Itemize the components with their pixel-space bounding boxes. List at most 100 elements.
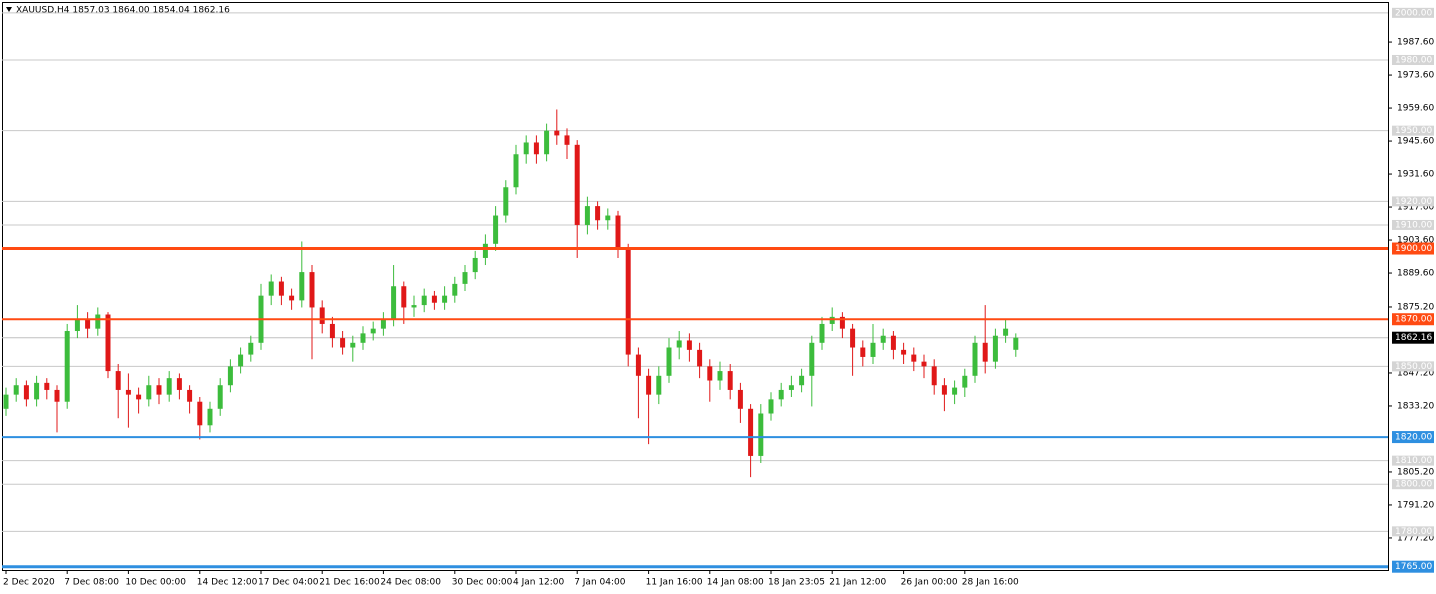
candle-body [197,401,203,426]
candle-body [156,385,162,395]
y-tick-label: 1903.60 [1397,236,1434,246]
level-label: 1950.00 [1395,126,1432,136]
candle-body [870,342,876,357]
x-tick-label: 24 Dec 08:00 [380,578,441,588]
level-label: 1820.00 [1395,433,1432,443]
candle-body [880,335,886,343]
y-tick-label: 1889.60 [1397,269,1434,279]
x-tick-label: 14 Jan 08:00 [707,578,764,588]
candle-body [533,142,539,155]
candle-body [513,154,519,188]
candle-body [187,389,193,402]
candle-body [340,338,346,348]
x-tick-label: 17 Dec 04:00 [258,578,319,588]
level-label: 1870.00 [1395,315,1432,325]
candle-body [319,307,325,324]
candle-body [829,316,835,324]
candle-body [380,319,386,329]
candle-body [136,394,142,400]
candle-body [952,387,958,395]
candle-body [44,382,50,390]
y-tick-label: 1833.20 [1397,401,1434,411]
candle-body [370,328,376,334]
candle-body [64,331,70,402]
candle-body [1013,337,1019,350]
y-tick-label: 1847.20 [1397,368,1434,378]
candle-body [768,399,774,414]
candle-body [646,375,652,395]
level-tag [1392,7,1434,18]
candle-body [778,389,784,400]
candle-body [982,342,988,362]
candle-body [421,295,427,306]
candle-body [819,323,825,343]
y-tick-label: 1805.20 [1397,467,1434,477]
y-tick-label: 1917.60 [1397,203,1434,213]
level-label: 1850.00 [1395,362,1432,372]
candle-body [3,394,9,409]
level-tag [1392,431,1434,444]
x-tick-label: 11 Jan 16:00 [646,578,703,588]
candle-body [472,257,478,273]
level-label: 1980.00 [1395,55,1432,65]
candle-body [941,385,947,395]
candle-body [788,385,794,390]
x-tick-label: 21 Jan 12:00 [829,578,886,588]
last-price-tag [1392,331,1434,344]
x-tick-label: 21 Dec 16:00 [319,578,380,588]
candle-body [972,342,978,376]
candle-body [95,314,101,329]
level-tag [1392,242,1434,255]
candle-body [248,342,254,355]
candle-body [992,335,998,362]
x-tick-label: 26 Jan 00:00 [901,578,958,588]
candle-body [146,385,152,400]
y-tick-label: 1931.60 [1397,170,1434,180]
candle-body [676,340,682,348]
y-tick-label: 1973.60 [1397,71,1434,81]
candle-body [574,144,580,225]
candle-body [278,281,284,296]
candle-body [34,382,40,400]
candle-body [299,272,305,301]
candle-body [115,371,121,390]
candle-body [391,286,397,320]
candle-body [758,413,764,456]
candle-body [431,295,437,303]
level-label: 1810.00 [1395,456,1432,466]
candle-body [217,385,223,409]
candle-body [605,215,611,221]
candle-body [23,385,29,400]
candle-body [962,375,968,388]
x-tick-label: 10 Dec 00:00 [125,578,186,588]
candle-body [350,342,356,348]
candle-body [482,243,488,258]
candle-body [462,272,468,284]
candle-body [564,135,570,145]
level-label: 1920.00 [1395,197,1432,207]
x-tick-label: 28 Jan 16:00 [962,578,1019,588]
level-label: 1780.00 [1395,527,1432,537]
candle-body [523,142,529,155]
level-tag [1392,455,1434,466]
level-label: 1800.00 [1395,480,1432,490]
level-tag [1392,313,1434,326]
level-label: 2000.00 [1395,8,1432,18]
candle-body [176,378,182,390]
candle-body [595,206,601,221]
level-label: 1910.00 [1395,220,1432,230]
candle-body [584,206,590,225]
candle-body [503,187,509,216]
level-tag [1392,526,1434,537]
candle-body [289,295,295,301]
x-tick-label: 14 Dec 12:00 [197,578,258,588]
x-tick-label: 7 Dec 08:00 [64,578,119,588]
level-label: 1900.00 [1395,244,1432,254]
candle-body [54,389,60,402]
level-tag [1392,361,1434,372]
candle-body [707,366,713,381]
candle-body [452,283,458,296]
candle-body [625,248,631,355]
candle-body [860,347,866,357]
